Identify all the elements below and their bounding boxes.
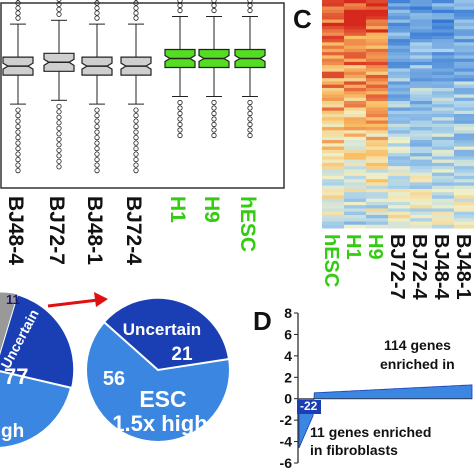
- left-pie-value: 77: [4, 364, 28, 389]
- neg-badge: -22: [300, 399, 318, 413]
- annotation-negative-line1: 11 genes enriched: [310, 424, 431, 440]
- right-pie-esc-label: ESC: [139, 386, 186, 412]
- boxplot-label-hesc: hESC: [236, 196, 259, 252]
- heatmap-column-h9: [366, 0, 389, 229]
- heatmap-column-bj48-4: [432, 0, 455, 229]
- boxplot-panel: BJ48-4 BJ72-7 BJ48-1 BJ72-4 H1 H9 hESC: [0, 0, 285, 265]
- panel-label-d: D: [253, 306, 272, 336]
- right-pie-uncertain-slice: [102, 296, 231, 372]
- boxplot-label-bj48-1: BJ48-1: [83, 196, 106, 265]
- y-tick-label: 0: [284, 391, 292, 407]
- area-series: [298, 384, 473, 449]
- heatmap-label-bj72-7: BJ72-7: [386, 234, 408, 300]
- box-bj48-4: [2, 0, 34, 174]
- heatmap-label-hesc: hESC: [320, 234, 342, 287]
- box-bj72-7: [43, 0, 75, 170]
- boxplot-label-h9: H9: [200, 196, 223, 223]
- heatmap-label-bj48-1: BJ48-1: [452, 234, 474, 300]
- heatmap-label-bj72-4: BJ72-4: [408, 234, 430, 300]
- right-pie-uncertain-value: 21: [171, 344, 193, 365]
- boxplot-frame: [0, 2, 285, 189]
- annotation-negative-line2: in fibroblasts: [310, 442, 398, 458]
- y-tick-label: 8: [284, 305, 292, 321]
- pie-panel: 11 Uncertain 77 gh Uncertain 21 56 ESC 1…: [0, 290, 231, 449]
- neg-badge-bg: [297, 400, 321, 414]
- boxplot-label-bj72-4: BJ72-4: [122, 196, 145, 265]
- area-chart-y-axis: 8 6 4 2 0 -2 -4 -6: [280, 305, 299, 471]
- box-bj48-1: [81, 0, 113, 174]
- area-chart-panel: D 8 6 4 2 0 -2 -4 -6 114 genes enriched in 11 g…: [253, 305, 473, 471]
- heatmap-label-bj48-4: BJ48-4: [430, 234, 452, 300]
- heatmap-column-h1: [344, 0, 367, 229]
- boxplot-label-bj72-7: BJ72-7: [45, 196, 68, 265]
- left-pie-top-value: 11: [6, 292, 20, 307]
- box-h1: [164, 0, 196, 139]
- boxplot-sample-labels: BJ48-4 BJ72-7 BJ48-1 BJ72-4 H1 H9 hESC: [4, 196, 259, 265]
- y-tick-label: -6: [280, 455, 293, 471]
- y-tick-label: 4: [284, 348, 292, 364]
- y-tick-label: -2: [280, 412, 293, 428]
- box-h9: [198, 0, 230, 139]
- area-chart-series: [297, 384, 473, 449]
- annotation-positive-line1: 114 genes: [384, 337, 451, 353]
- right-pie-esc-sub: 1.5x high: [112, 411, 207, 436]
- boxplot-label-h1: H1: [166, 196, 189, 223]
- left-pie-top-slice: [0, 291, 19, 356]
- transition-arrow: [47, 292, 108, 308]
- y-tick-label: -4: [280, 434, 293, 450]
- heatmap-grid: [322, 0, 474, 229]
- right-pie-esc-value: 56: [103, 368, 125, 390]
- heatmap-column-bj72-7: [388, 0, 411, 229]
- heatmap-column-bj72-4: [410, 0, 433, 229]
- right-pie-uncertain-label: Uncertain: [123, 320, 201, 339]
- box-bj72-4: [120, 0, 152, 174]
- heatmap-label-h1: H1: [342, 234, 364, 260]
- heatmap-column-bj48-1: [454, 0, 474, 229]
- heatmap-column-hesc: [322, 0, 345, 229]
- heatmap-label-h9: H9: [364, 234, 386, 260]
- boxplot-label-bj48-4: BJ48-4: [4, 196, 27, 265]
- y-tick-label: 2: [284, 369, 292, 385]
- y-tick-label: 6: [284, 326, 292, 342]
- panel-label-c: C: [293, 4, 312, 34]
- heatmap-column-labels: hESC H1 H9 BJ72-7 BJ72-4 BJ48-4 BJ48-1: [320, 234, 474, 300]
- left-pie: 11 Uncertain 77 gh: [0, 290, 76, 449]
- heatmap-panel: C hESC H1 H9 BJ72-7 BJ72-4 BJ48-4 BJ48-1: [293, 0, 474, 300]
- right-pie: Uncertain 21 56 ESC 1.5x high: [85, 296, 231, 443]
- box-hesc: [234, 0, 266, 139]
- left-pie-high-label: gh: [1, 421, 24, 442]
- boxplot-boxes: [2, 0, 266, 174]
- annotation-positive-line2: enriched in: [380, 356, 455, 372]
